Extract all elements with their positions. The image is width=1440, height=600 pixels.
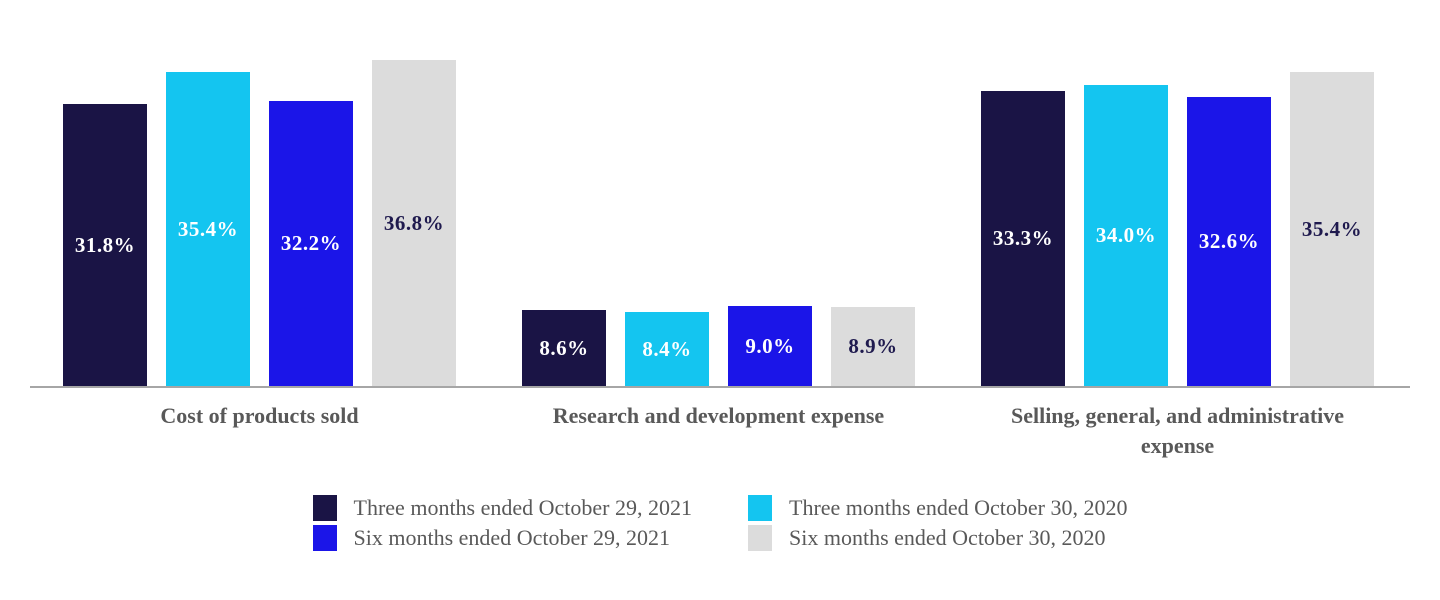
bar-value-label: 9.0% — [745, 333, 795, 358]
legend-swatch — [748, 495, 772, 521]
bar-value-label: 33.3% — [992, 226, 1054, 250]
bar-series-4: 36.8% — [372, 60, 456, 386]
bar-value-label: 35.4% — [1301, 216, 1363, 241]
category-labels: Cost of products sold Research and develo… — [0, 401, 1440, 461]
bar-value-label: 8.4% — [642, 336, 692, 361]
legend-label: Three months ended October 29, 2021 — [353, 495, 692, 520]
legend-item: Three months ended October 29, 2021 — [312, 495, 692, 521]
legend-swatch — [312, 525, 337, 551]
bar-value-label: 32.2% — [280, 231, 342, 255]
legend-item: Three months ended October 30, 2020 — [748, 495, 1127, 521]
bar-group-3: 33.3% 34.0% 32.6% 35.4% — [981, 72, 1374, 386]
bar-group-1: 31.8% 35.4% 32.2% 36.8% — [63, 60, 456, 386]
bar-value-label: 8.9% — [848, 334, 898, 358]
legend: Three months ended October 29, 2021 Six m… — [0, 495, 1440, 551]
legend-item: Six months ended October 29, 2021 — [312, 525, 692, 551]
category-label-2: Research and development expense — [552, 403, 885, 428]
category-label-1: Cost of products sold — [160, 403, 359, 428]
bar-series-2: 8.4% — [625, 312, 709, 386]
legend-label: Six months ended October 30, 2020 — [789, 525, 1106, 550]
bar-value-label: 35.4% — [177, 216, 239, 241]
legend-label: Three months ended October 30, 2020 — [789, 495, 1128, 520]
category-label-3: Selling, general, and administrative exp… — [1010, 403, 1345, 458]
bar-series-4: 8.9% — [831, 307, 915, 386]
bar-series-1: 8.6% — [522, 310, 606, 386]
bar-series-1: 31.8% — [63, 104, 147, 386]
legend-label: Six months ended October 29, 2021 — [353, 525, 671, 550]
bar-value-label: 36.8% — [383, 210, 445, 235]
bar-series-4: 35.4% — [1290, 72, 1374, 386]
bar-value-label: 8.6% — [539, 335, 589, 360]
bar-series-1: 33.3% — [981, 91, 1065, 386]
bar-series-3: 32.2% — [269, 101, 353, 386]
bar-value-label: 31.8% — [74, 232, 136, 257]
bar-series-3: 32.6% — [1187, 97, 1271, 386]
bar-value-label: 34.0% — [1095, 223, 1157, 247]
bar-series-2: 35.4% — [166, 72, 250, 386]
legend-item: Six months ended October 30, 2020 — [748, 525, 1127, 551]
bar-group-2: 8.6% 8.4% 9.0% 8.9% — [522, 306, 915, 386]
bar-series-3: 9.0% — [728, 306, 812, 386]
plot-area: 31.8% 35.4% 32.2% 36.8% 8.6% 8.4% 9.0% 8.9% 33.3… — [63, 60, 1374, 386]
x-axis-line — [30, 386, 1410, 388]
legend-swatch — [748, 525, 772, 551]
legend-swatch — [312, 495, 337, 521]
bar-value-label: 32.6% — [1198, 229, 1260, 253]
bar-series-2: 34.0% — [1084, 85, 1168, 386]
